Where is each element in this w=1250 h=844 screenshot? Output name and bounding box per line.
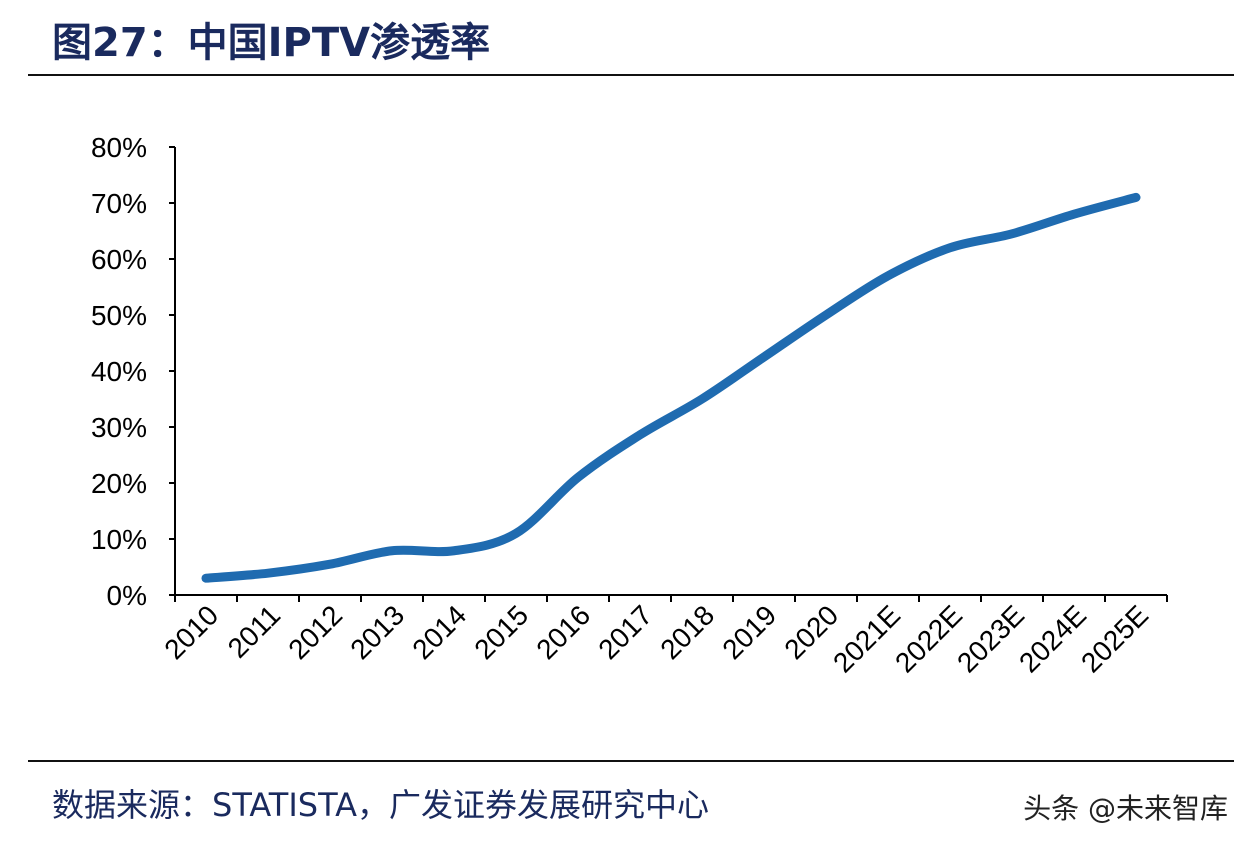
x-tick-label: 2023E bbox=[951, 599, 1030, 678]
y-tick-label: 80% bbox=[91, 132, 147, 163]
y-tick-label: 20% bbox=[91, 468, 147, 499]
x-tick-label: 2013 bbox=[344, 599, 410, 665]
top-rule bbox=[28, 74, 1234, 76]
x-tick-label: 2025E bbox=[1075, 599, 1154, 678]
x-tick-label: 2015 bbox=[468, 599, 534, 665]
figure-title: 图27：中国IPTV渗透率 bbox=[52, 20, 491, 66]
y-tick-label: 40% bbox=[91, 356, 147, 387]
x-tick-label: 2021E bbox=[827, 599, 906, 678]
y-tick-label: 10% bbox=[91, 524, 147, 555]
x-tick-label: 2016 bbox=[530, 599, 596, 665]
series-line bbox=[201, 192, 1141, 583]
x-tick-label: 2022E bbox=[889, 599, 968, 678]
watermark: 头条 @未来智库 bbox=[1023, 792, 1228, 825]
line-chart: 0%10%20%30%40%50%60%70%80%20102011201220… bbox=[91, 132, 1168, 678]
x-tick-label: 2017 bbox=[592, 599, 658, 665]
x-tick-label: 2010 bbox=[158, 599, 224, 665]
y-tick-label: 70% bbox=[91, 188, 147, 219]
x-tick-label: 2011 bbox=[222, 599, 287, 664]
y-tick-label: 60% bbox=[91, 244, 147, 275]
y-tick-label: 0% bbox=[107, 580, 147, 611]
x-tick-label: 2012 bbox=[282, 599, 348, 665]
bottom-rule bbox=[28, 760, 1234, 762]
y-tick-label: 30% bbox=[91, 412, 147, 443]
x-tick-label: 2018 bbox=[654, 599, 720, 665]
source-note: 数据来源：STATISTA，广发证券发展研究中心 bbox=[52, 786, 710, 824]
x-tick-label: 2014 bbox=[406, 599, 472, 665]
x-tick-label: 2019 bbox=[716, 599, 782, 665]
x-tick-label: 2024E bbox=[1013, 599, 1092, 678]
y-tick-label: 50% bbox=[91, 300, 147, 331]
